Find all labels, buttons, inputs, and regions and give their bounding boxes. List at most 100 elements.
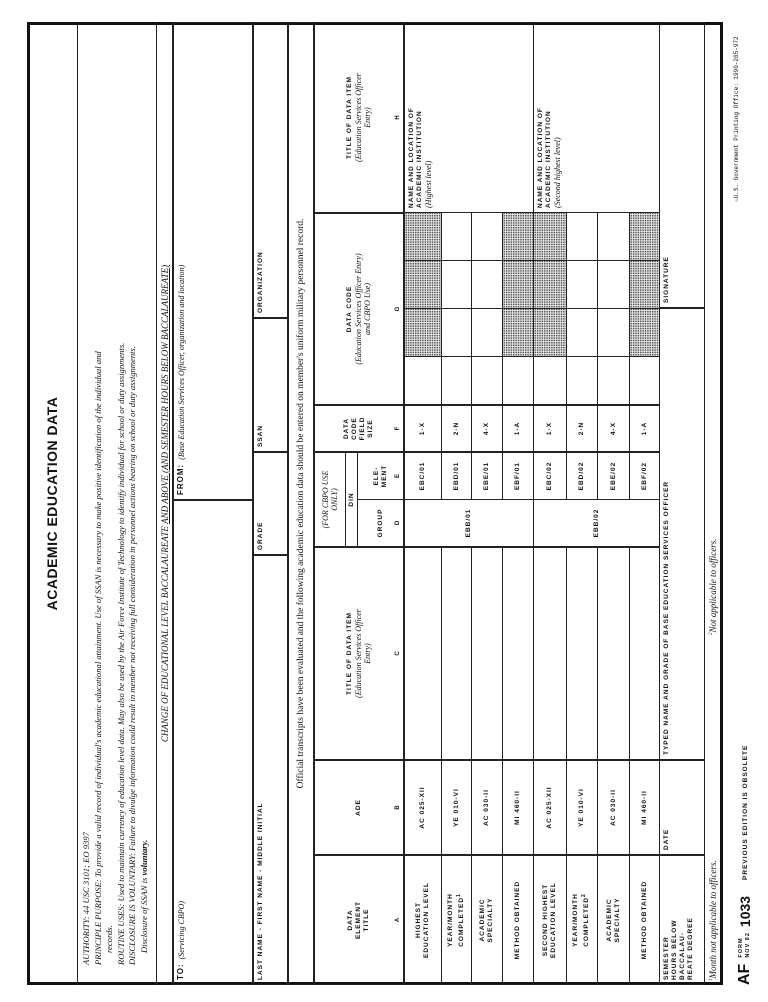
data-item-title-field[interactable]	[441, 547, 472, 760]
organization-field[interactable]: ORGANIZATION	[253, 22, 288, 318]
data-code-field[interactable]	[533, 356, 567, 405]
header-h-letter: H	[395, 115, 401, 120]
field-size-cell: 2-N	[566, 405, 598, 452]
data-code-shaded-cell	[629, 308, 660, 357]
from-hint: (Base Education Services Officer, organi…	[177, 264, 186, 460]
din-element-cell: EBF/02	[629, 452, 660, 500]
data-item-title-field[interactable]	[566, 547, 598, 760]
data-code-field[interactable]	[597, 356, 630, 405]
grade-field[interactable]: GRADE	[253, 452, 288, 555]
footnote-1-text: Month not applicable to officers.	[708, 860, 718, 979]
data-code-field[interactable]	[471, 356, 503, 405]
from-label: FROM:	[176, 463, 185, 495]
row-title-text: HIGHEST EDUCATION LEVEL	[415, 882, 430, 958]
data-code-field[interactable]	[502, 356, 534, 405]
row-title: YEAR/MONTH COMPLETED2	[572, 880, 591, 960]
row-title-text: YEAR/MONTH COMPLETED	[446, 893, 466, 947]
purpose-text: PRINCIPLE PURPOSE: To provide a valid re…	[92, 351, 103, 965]
din-element-cell: EBD/02	[566, 452, 598, 500]
header-d-title: GROUP	[376, 508, 384, 538]
data-code-field[interactable]	[566, 356, 598, 405]
din-element-cell: EBC/01	[404, 452, 442, 500]
routine-uses-text: ROUTINE USES: Used to maintain currency …	[115, 342, 126, 965]
footnote-1: 1Month not applicable to officers.	[708, 860, 718, 981]
data-element-title: HIGHEST EDUCATION LEVEL	[404, 855, 442, 985]
field-size: 1-A	[640, 421, 648, 436]
data-code-field[interactable]	[441, 308, 472, 357]
ade-code: YE 010-VI	[452, 788, 460, 827]
header-e: ELE- MENT E	[357, 452, 404, 500]
ssan-field[interactable]: SSAN	[253, 318, 288, 452]
signature-field[interactable]: SIGNATURE	[659, 22, 705, 308]
ssan-bold: voluntary.	[138, 839, 149, 876]
data-code-field[interactable]	[597, 308, 630, 357]
form-number: AF FORM NOV 82 1033 PREVIOUS EDITION IS …	[732, 745, 758, 985]
data-element-title: YEAR/MONTH COMPLETED1	[441, 855, 472, 985]
data-code-field[interactable]	[404, 356, 442, 405]
data-item-title-field[interactable]	[597, 547, 630, 760]
date-field[interactable]: DATE	[659, 760, 705, 855]
data-code-shaded-cell	[502, 308, 534, 357]
data-code-field[interactable]	[441, 356, 472, 405]
footnote-mark: 1	[455, 893, 462, 897]
typed-name-field[interactable]: TYPED NAME AND GRADE OF BASE EDUCATION S…	[659, 308, 705, 760]
data-code-field[interactable]	[597, 260, 630, 309]
data-code-field[interactable]	[566, 212, 598, 261]
header-c-note: (Education Services Officer Entry)	[354, 609, 372, 698]
to-label: TO:	[176, 963, 185, 980]
form-date: NOV 82	[745, 932, 751, 958]
data-element-title: ACADEMIC SPECIALTY	[597, 855, 630, 985]
data-code-field[interactable]	[471, 308, 503, 357]
data-code-field[interactable]	[471, 212, 503, 261]
data-code-field[interactable]	[441, 212, 472, 261]
row-title: METHOD OBTAINED	[641, 880, 649, 960]
grade-label: GRADE	[257, 521, 264, 550]
data-item-title-field[interactable]	[404, 547, 442, 760]
data-code-field[interactable]	[566, 260, 598, 309]
to-field[interactable]: TO: (Servicing CBPO)	[173, 500, 253, 985]
ade-cell: YE 010-VI	[566, 760, 598, 855]
data-item-title-field[interactable]	[629, 547, 660, 760]
transcript-statement: Official transcripts have been evaluated…	[288, 22, 314, 985]
din-element-code: EBE/02	[609, 461, 617, 491]
field-size: 4-X	[483, 421, 490, 436]
organization-label: ORGANIZATION	[257, 251, 264, 313]
data-code-field[interactable]	[566, 308, 598, 357]
authority-text: AUTHORITY: 44 USC 3101; EO 9397	[81, 832, 91, 965]
header-g-note: (Education Services Officer Entry)	[354, 253, 363, 365]
ade-cell: YE 010-VI	[441, 760, 472, 855]
ssan-label: SSAN	[257, 424, 264, 447]
data-item-title-field[interactable]	[471, 547, 503, 760]
data-item-title-field[interactable]	[502, 547, 534, 760]
obsolete-notice: PREVIOUS EDITION IS OBSOLETE	[741, 744, 749, 880]
data-code-field[interactable]	[629, 356, 660, 405]
data-item-title-field[interactable]	[533, 547, 567, 760]
data-code-field[interactable]	[597, 212, 630, 261]
privacy-act-statement: AUTHORITY: 44 USC 3101; EO 9397 PRINCIPL…	[78, 22, 157, 985]
header-f-title: DATA CODE FIELD SIZE	[343, 416, 374, 441]
footnotes-row: 1Month not applicable to officers. 2Not …	[705, 22, 723, 985]
header-cbpo: (FOR CBPO USE ONLY)	[314, 452, 346, 547]
institution-field[interactable]: NAME AND LOCATION OF ACADEMIC INSTITUTIO…	[404, 22, 534, 213]
data-code-shaded-cell	[629, 212, 660, 261]
name-field[interactable]: LAST NAME - FIRST NAME - MIDDLE INITIAL	[253, 555, 288, 985]
ssan-prefix: Disclosure of SSAN is	[138, 875, 149, 953]
name-label: LAST NAME - FIRST NAME - MIDDLE INITIAL	[257, 802, 264, 980]
change-heading-plain: CHANGE OF EDUCATIONAL LEVEL BACCALAUREAT…	[159, 523, 170, 743]
from-field[interactable]: FROM: (Base Education Services Officer, …	[173, 22, 253, 500]
ade-cell: AC 030-II	[597, 760, 630, 855]
ade-code: MI 460-II	[640, 790, 648, 825]
ade-cell: MI 460-II	[502, 760, 534, 855]
ade-code: YE 010-VI	[578, 788, 585, 827]
institution-field[interactable]: NAME AND LOCATION OF ACADEMIC INSTITUTIO…	[533, 22, 660, 213]
din-element-cell: EBF/01	[502, 452, 534, 500]
gpo-imprint: ☆U.S. Government Printing Office: 1990-2…	[733, 36, 740, 202]
form-date-block: FORM NOV 82	[738, 932, 752, 958]
row-title: SECOND HIGHEST EDUCATION LEVEL	[542, 880, 558, 960]
header-g: DATA CODE (Education Services Officer Ent…	[314, 213, 404, 405]
data-code-field[interactable]	[471, 260, 503, 309]
data-code-field[interactable]	[441, 260, 472, 309]
row-title-text: SECOND HIGHEST EDUCATION LEVEL	[542, 882, 557, 958]
field-size-cell: 2-N	[441, 405, 472, 452]
